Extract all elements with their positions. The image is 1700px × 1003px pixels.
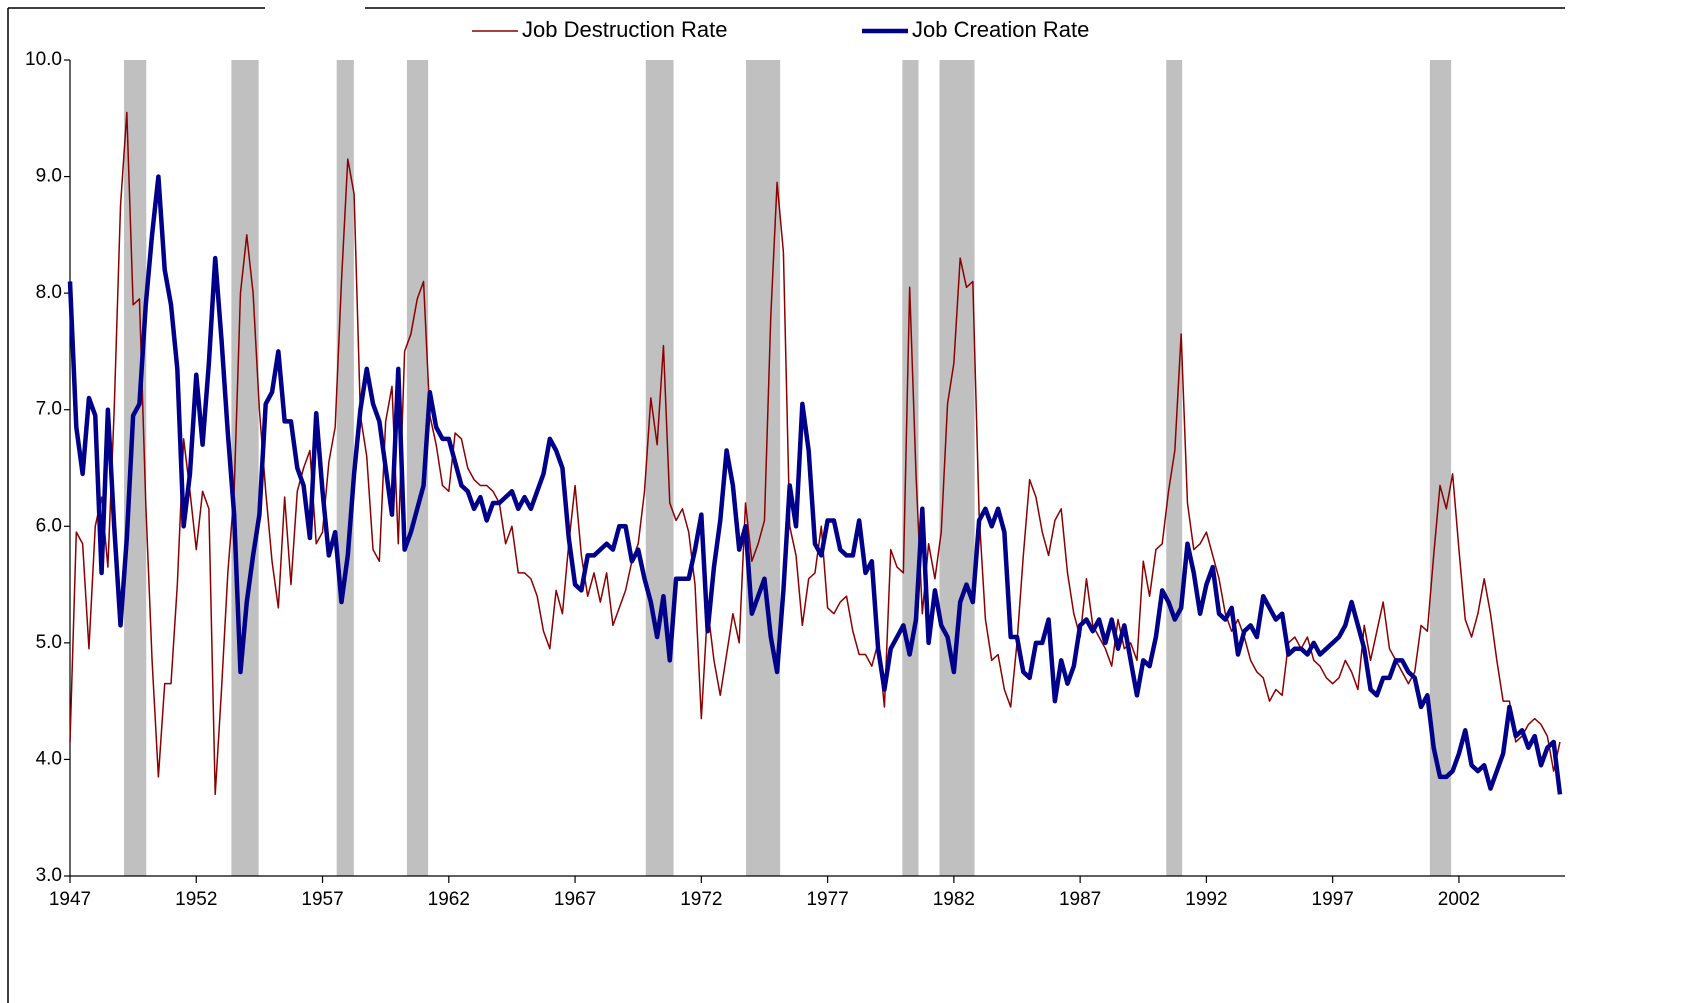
x-tick-label: 1992 [1185,889,1227,910]
y-tick-label: 10.0 [25,49,62,70]
recession-band [406,60,429,876]
recession-band [336,60,354,876]
x-tick-label: 1962 [428,889,470,910]
x-tick-label: 1997 [1312,889,1354,910]
recession-band [1429,60,1452,876]
x-tick-label: 2002 [1438,889,1480,910]
series-line [67,174,1563,795]
recession-band [1166,60,1183,876]
x-tick-label: 1982 [933,889,975,910]
legend: Job Destruction Rate Job Creation Rate [472,17,1089,42]
recession-band [231,60,259,876]
x-tick-label: 1952 [175,889,217,910]
axes: 3.0 4.0 5.0 6.0 7.0 8.0 9.0 10.0 1947 1952 1957 196… [25,49,1565,910]
y-tick-label: 8.0 [36,282,62,303]
x-tick-label: 1987 [1059,889,1101,910]
recession-band [746,60,781,876]
x-tick-label: 1972 [680,889,722,910]
recession-bands [124,60,1452,876]
x-tick-label: 1977 [806,889,848,910]
legend-label: Job Creation Rate [912,17,1089,42]
legend-label: Job Destruction Rate [522,17,727,42]
series-line [69,111,1561,796]
y-tick-label: 4.0 [36,748,62,769]
x-tick-label: 1947 [49,889,91,910]
y-tick-label: 6.0 [36,515,62,536]
recession-band [939,60,975,876]
y-tick-label: 7.0 [36,399,62,420]
recession-band [902,60,919,876]
y-tick-label: 5.0 [36,632,62,653]
x-tick-label: 1967 [554,889,596,910]
recession-band [645,60,674,876]
y-tick-label: 3.0 [36,865,62,886]
x-tick-label: 1957 [301,889,343,910]
y-tick-label: 9.0 [36,166,62,187]
recession-band [124,60,147,876]
series-lines [67,111,1563,796]
